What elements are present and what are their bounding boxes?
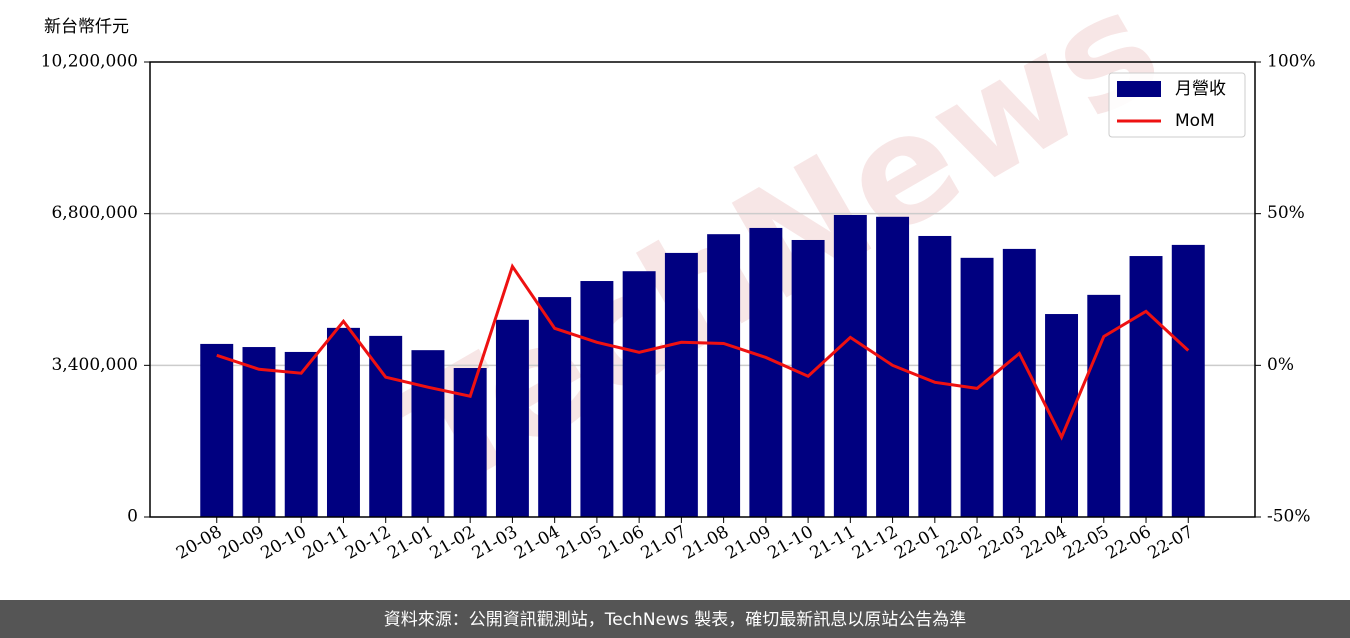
x-tick-label: 22-07 (1145, 522, 1197, 564)
x-tick-label: 21-04 (511, 522, 563, 564)
x-tick-label: 20-08 (173, 522, 225, 564)
y-tick-label: 6,800,000 (51, 203, 138, 223)
bar (495, 319, 529, 517)
y-tick-label: 0 (127, 507, 138, 527)
y2-tick-label: -50% (1267, 507, 1311, 527)
footer: 資料來源：公開資訊觀測站，TechNews 製表，確切最新訊息以原站公告為準 (384, 610, 966, 630)
bar (1002, 248, 1036, 517)
bar (284, 351, 318, 517)
x-tick-label: 22-05 (1060, 522, 1112, 564)
line (216, 263, 1190, 441)
x-tick-label: 21-01 (384, 522, 436, 564)
bar (833, 215, 867, 518)
x-tick-label: 22-04 (1018, 522, 1070, 564)
x-tick-label: 21-08 (680, 522, 732, 564)
x-tick-label: 22-06 (1102, 522, 1154, 564)
legend-label: 月營收 (1175, 79, 1226, 99)
x-tick-label: 21-02 (426, 522, 478, 564)
x-tick-label: 22-01 (891, 522, 943, 564)
bar (707, 234, 741, 517)
bar (1129, 256, 1163, 517)
bar (749, 227, 783, 518)
x-tick-label: 21-11 (807, 522, 859, 564)
footer-bar (0, 600, 1350, 638)
bar (411, 350, 445, 517)
x-tick-label: 21-10 (764, 522, 816, 564)
plot-frame (149, 61, 1256, 518)
bar (622, 271, 656, 517)
x-tick-label: 21-12 (849, 522, 901, 564)
x-tick-label: 21-06 (595, 522, 647, 564)
y2-tick-label: 0% (1267, 355, 1294, 375)
legend-label: MoM (1175, 111, 1215, 131)
x-tick-label: 21-09 (722, 522, 774, 564)
bar (791, 239, 825, 517)
bar (326, 327, 360, 517)
bar (369, 335, 403, 517)
y2-tick-label: 50% (1267, 203, 1305, 223)
x-tick-label: 21-07 (638, 522, 690, 564)
legend-swatch (1117, 81, 1161, 97)
x-tick-label: 20-10 (258, 522, 310, 564)
x-tick-label: 21-03 (469, 522, 521, 564)
y2-tick-label: 100% (1267, 52, 1316, 72)
bar (580, 281, 614, 517)
bar (538, 297, 572, 517)
bar (1171, 244, 1205, 517)
bar (664, 252, 698, 517)
x-tick-label: 22-02 (933, 522, 985, 564)
bar (1087, 294, 1121, 517)
y-tick-label: 10,200,000 (41, 52, 138, 72)
bar (200, 343, 234, 517)
x-tick-label: 20-11 (300, 522, 352, 564)
bar (453, 368, 487, 517)
x-tick-label: 22-03 (976, 522, 1028, 564)
y-tick-label: 3,400,000 (51, 355, 138, 375)
x-tick-label: 21-05 (553, 522, 605, 564)
x-tick-label: 20-12 (342, 522, 394, 564)
bar (242, 347, 276, 517)
y-axis-label: 新台幣仟元 (44, 17, 129, 37)
x-tick-label: 20-09 (215, 522, 267, 564)
